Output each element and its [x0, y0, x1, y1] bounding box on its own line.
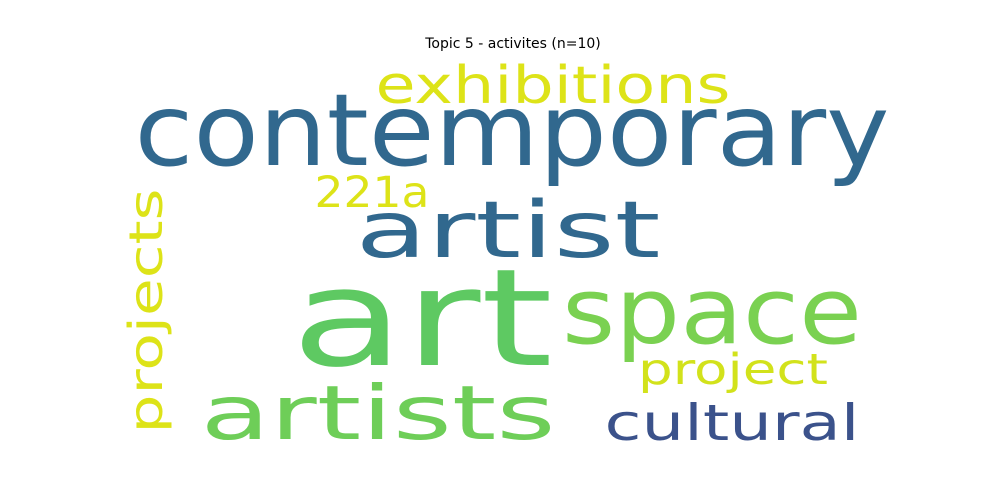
word-contemporary: contemporary — [135, 72, 890, 189]
word-art: art — [291, 240, 553, 397]
word-project: project — [638, 345, 828, 395]
word-space: space — [562, 258, 862, 365]
chart-title: Topic 5 - activites (n=10) — [425, 36, 601, 52]
word-exhibitions: exhibitions — [376, 56, 731, 116]
word-artists: artists — [201, 369, 556, 457]
word-221a: 221a — [315, 168, 430, 218]
word-cultural: cultural — [605, 394, 860, 452]
word-projects: projects — [119, 189, 173, 434]
word-artist: artist — [356, 186, 661, 276]
